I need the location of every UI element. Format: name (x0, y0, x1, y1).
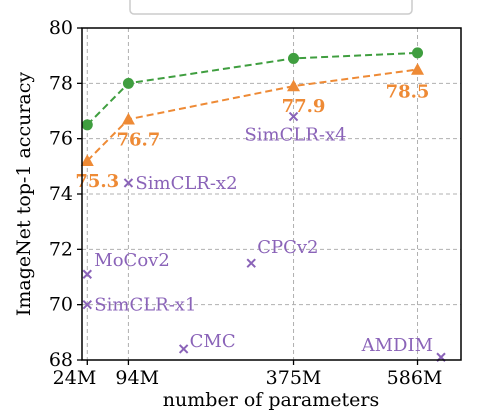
series-point (412, 47, 424, 59)
value-label: 75.3 (75, 171, 119, 192)
series-point (80, 154, 94, 166)
series-line-1 (86, 51, 418, 126)
scatter-label: SimCLR-x1 (94, 295, 196, 316)
scatter-label: MoCov2 (94, 250, 169, 271)
scatter-label: CMC (190, 331, 236, 352)
x-tick-label: 24M (53, 367, 97, 389)
y-tick-label: 70 (49, 294, 73, 316)
scatter-marker (82, 269, 92, 279)
y-tick-label: 72 (49, 238, 73, 260)
series-line-2 (86, 68, 418, 162)
scatter-marker (246, 258, 256, 268)
scatter-marker (178, 344, 189, 354)
y-tick-label: 76 (49, 128, 73, 150)
scatter-label: SimCLR-x2 (135, 173, 237, 194)
series-point (122, 77, 134, 89)
y-tick-label: 80 (49, 17, 73, 39)
series-point (288, 52, 300, 64)
x-tick-label: 586M (387, 367, 443, 389)
x-ticks: 24M 94M 375M 586M (53, 360, 443, 389)
y-axis-label: ImageNet top-1 accuracy (13, 72, 35, 316)
scatter-marker (82, 299, 92, 310)
value-label: 76.7 (116, 129, 160, 150)
x-tick-label: 375M (266, 367, 322, 389)
series-point (287, 79, 301, 92)
legend-box (129, 0, 413, 15)
x-axis-label: number of parameters (163, 389, 379, 411)
y-tick-label: 78 (49, 72, 73, 94)
value-label: 78.5 (386, 82, 430, 103)
y-tick-label: 68 (49, 349, 73, 371)
scatter-label: CPCv2 (257, 237, 318, 258)
x-tick-label: 94M (115, 367, 159, 389)
scatter-points: SimCLR-x1 MoCov2 SimCLR-x2 CMC CPCv2 SimCLR-x… (82, 111, 446, 362)
plot-frame (81, 27, 462, 361)
value-label: 77.9 (282, 96, 326, 117)
series-point (411, 63, 425, 75)
y-tick-label: 74 (49, 183, 73, 205)
series-point (81, 119, 93, 131)
scatter-label: AMDIM (361, 335, 433, 356)
scatter-marker (123, 178, 134, 188)
y-ticks: 68 70 72 74 76 78 80 (49, 17, 82, 371)
scatter-label: SimCLR-x4 (244, 125, 346, 146)
series-point (121, 112, 135, 125)
scatter-marker (288, 111, 299, 122)
series-lines: 75.3 76.7 77.9 78.5 (75, 47, 430, 192)
